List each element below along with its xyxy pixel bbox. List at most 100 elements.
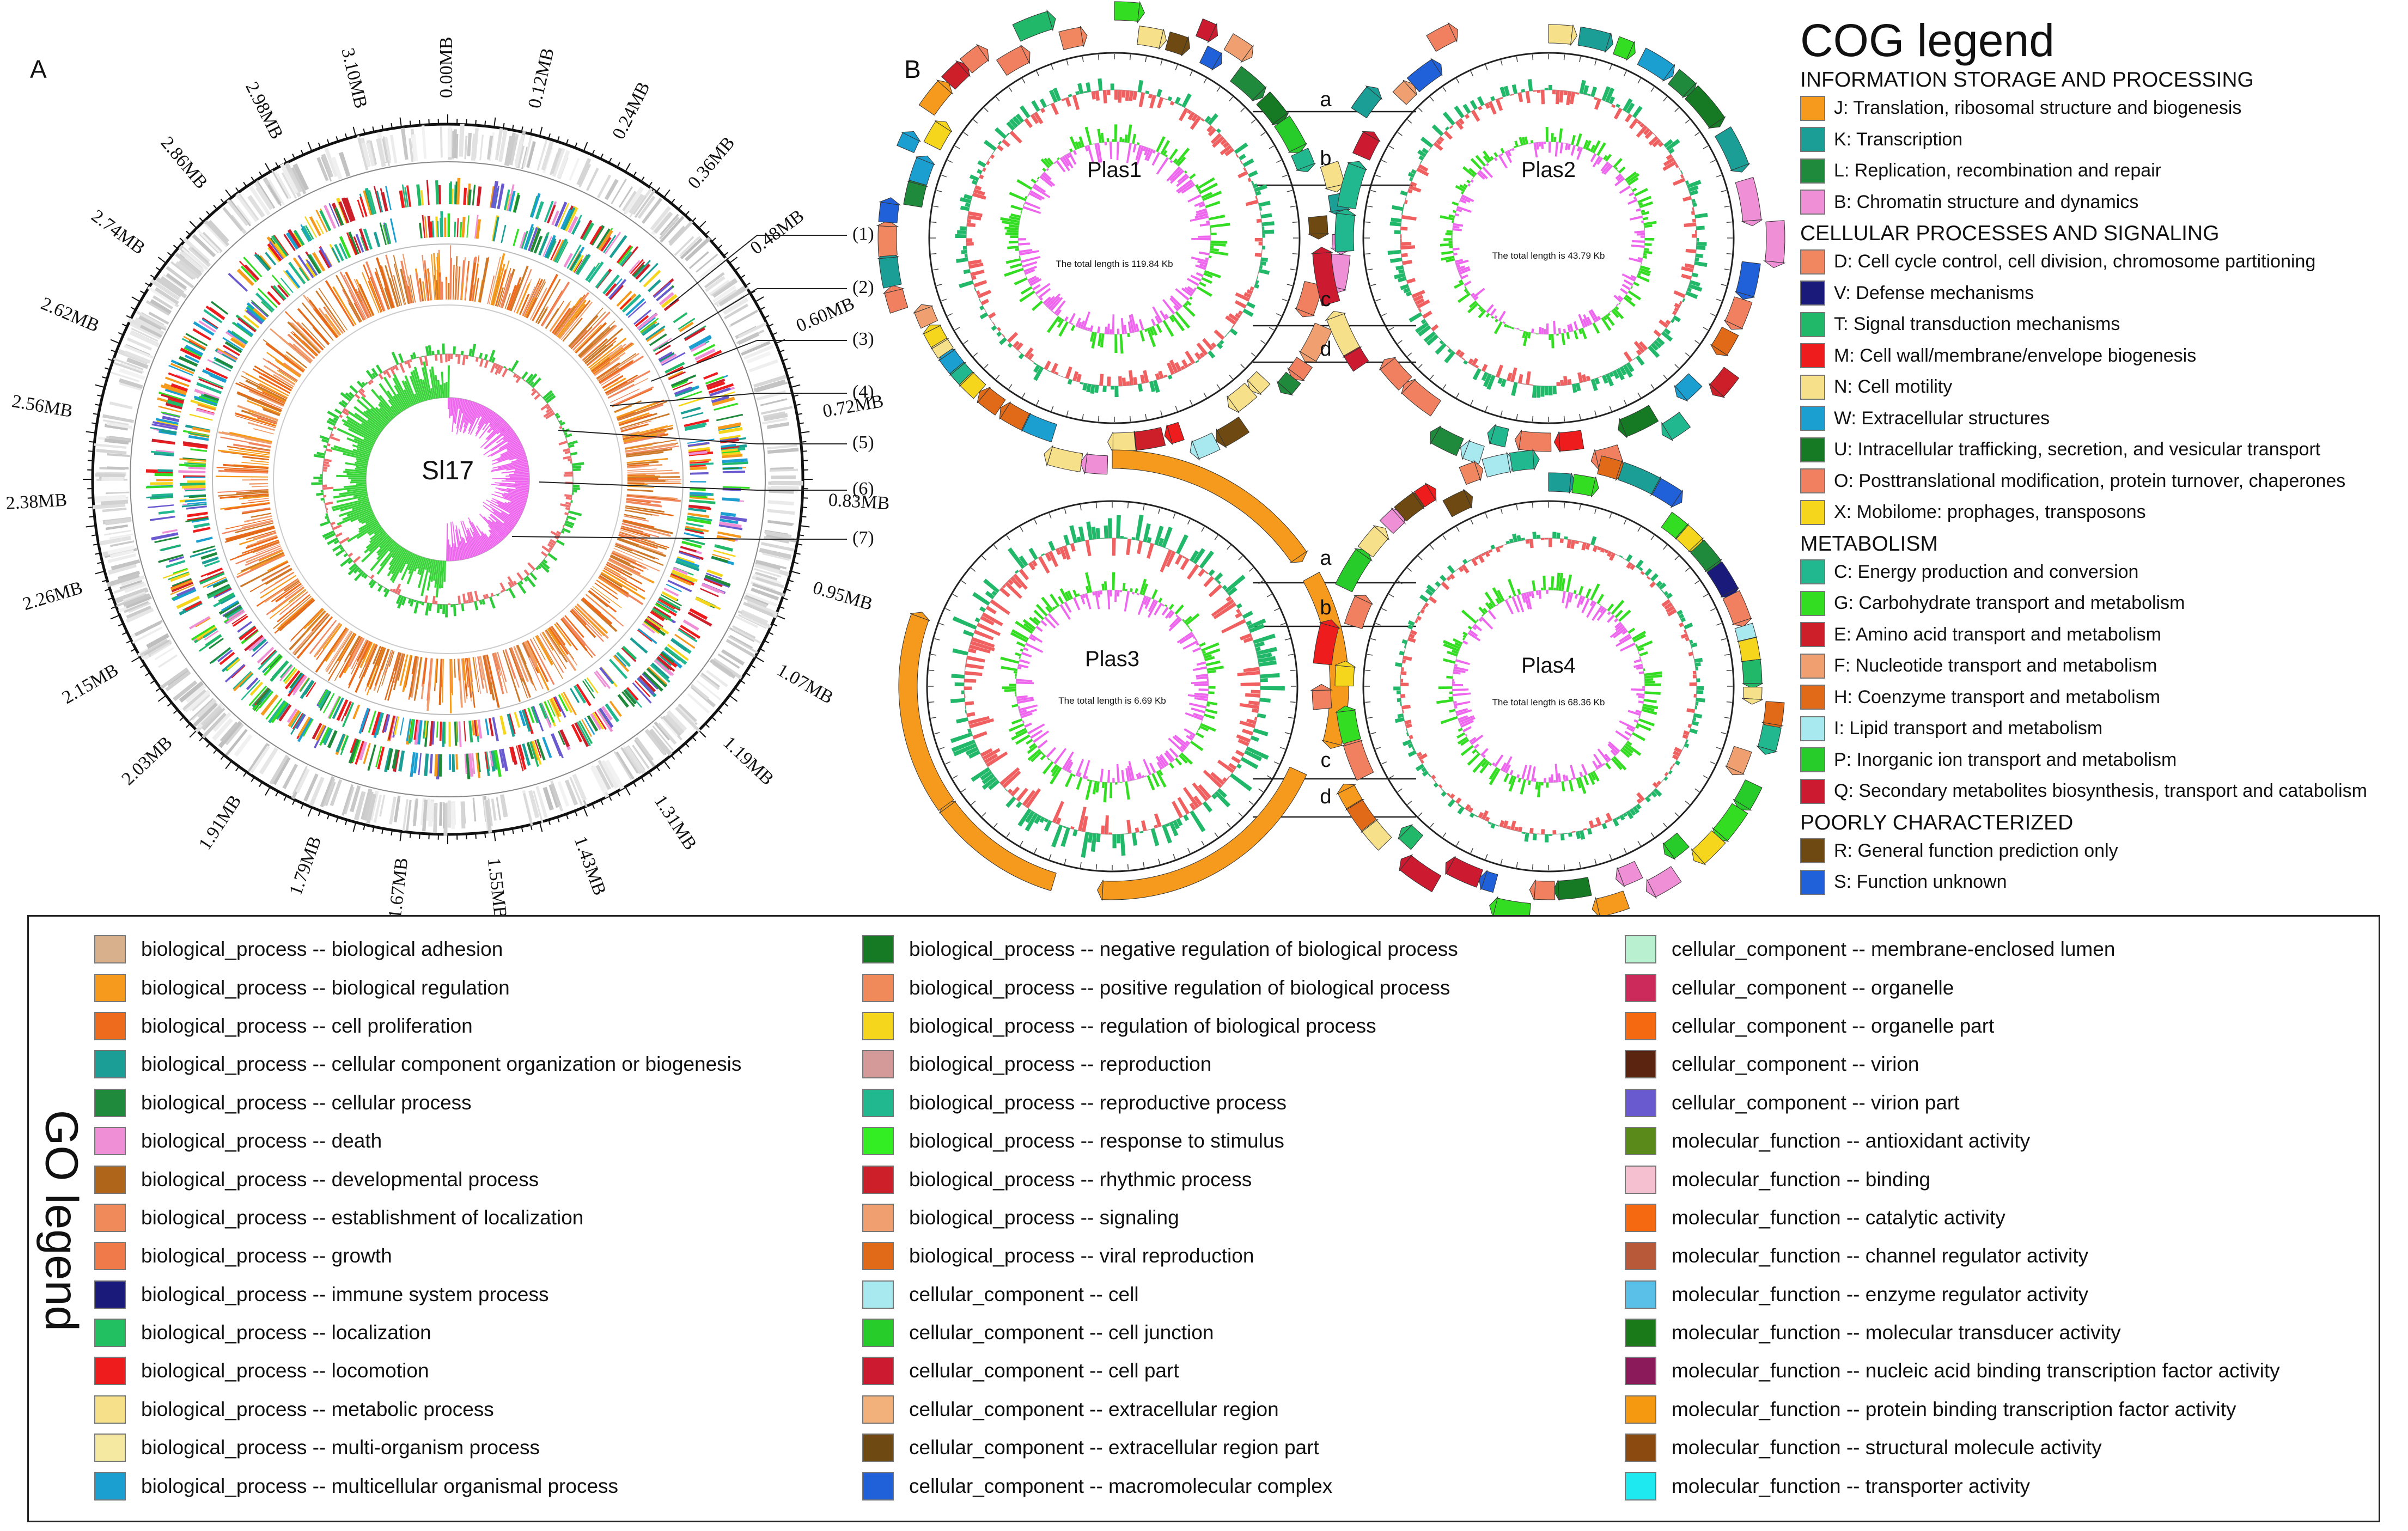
gene-density-mark [448, 800, 452, 828]
cog-gene-mark [646, 667, 668, 688]
gc-skew-bar [1199, 282, 1206, 287]
cog-gene-mark [642, 672, 660, 690]
gc-content-bar [983, 139, 997, 151]
gene-arrow [877, 225, 898, 257]
gc-skew-bar [1169, 160, 1173, 163]
gc-skew-bar [1618, 166, 1626, 174]
gc-content-bar [1251, 690, 1260, 694]
cog-gene-mark [513, 194, 521, 213]
gc-skew-bar [1114, 334, 1118, 353]
gene-arrow [1619, 405, 1659, 437]
gc-skew-bar [1495, 319, 1498, 323]
gc-content-bar [1447, 345, 1450, 349]
gene-density-mark [389, 135, 398, 164]
gc-skew-bar [1204, 713, 1215, 719]
gc-content-bar [1133, 377, 1138, 385]
plasmid-tick [1563, 416, 1565, 422]
cog-gene-mark [284, 670, 301, 690]
gc-skew-bar [1451, 235, 1453, 238]
cog-gene-mark [154, 536, 179, 544]
plasmid-tick [1203, 392, 1207, 398]
plasmid-tick [1609, 405, 1612, 411]
gc-content-bar [1086, 521, 1093, 540]
gc-skew-bar [1175, 311, 1191, 329]
plasmid-tick [1290, 701, 1296, 703]
cog-gene-mark [161, 429, 177, 435]
plasmid-tick [1287, 284, 1293, 286]
plasmid-tick [1724, 205, 1730, 208]
gene-density-mark [684, 237, 711, 262]
cog-gene-mark [643, 270, 661, 288]
cog-gene-mark [328, 203, 340, 227]
gene-density-mark [389, 796, 397, 825]
cog-gene-mark [554, 202, 568, 227]
gc-content-bar [1540, 90, 1545, 105]
gc-content-bar [966, 223, 976, 227]
gene-density-mark [94, 443, 127, 449]
gc-content-bar [1047, 104, 1051, 106]
cog-gene-mark [707, 382, 726, 390]
gc-skew-bar [1574, 330, 1578, 340]
cog-gene-mark [648, 667, 667, 685]
gc-content-bar [1694, 261, 1708, 267]
gc-content-bar [950, 698, 965, 704]
cog-gene-mark [678, 627, 696, 640]
gc-skew-bar [1634, 230, 1645, 234]
gene-density-mark [743, 345, 774, 360]
gc-skew-bar [1010, 235, 1019, 238]
plasmid-tick [1694, 340, 1700, 344]
gc-content-bar [1242, 308, 1254, 317]
gc-content-bar [1125, 90, 1130, 101]
cog-gene-mark [632, 682, 652, 704]
gene-density-mark [123, 593, 151, 607]
gc-content-bar [1422, 310, 1432, 319]
plasmid-tick [1229, 96, 1233, 102]
cog-gene-mark [714, 544, 733, 552]
cog-gene-mark [154, 453, 174, 456]
gc-skew-bar [1452, 201, 1459, 206]
gc-skew-bar [1449, 246, 1453, 249]
gc-content-bar [1695, 253, 1703, 258]
gene-density-mark [767, 448, 799, 454]
gc-content-bar [1525, 371, 1531, 385]
plasmid-tick [1248, 568, 1254, 572]
gene-density-mark [111, 559, 141, 571]
plasmid-tick [973, 352, 978, 357]
plasmid-tick [1370, 190, 1376, 192]
plasmid-tick [1269, 327, 1275, 331]
plasmid-tick [1022, 392, 1026, 398]
gc-content-bar [1121, 90, 1126, 98]
gene-density-mark [451, 802, 455, 829]
cog-gene-mark [302, 718, 314, 737]
cog-gene-mark [161, 394, 185, 402]
cog-gene-mark [625, 688, 642, 708]
cog-gene-mark [434, 754, 438, 777]
gene-density-mark [623, 747, 642, 774]
gene-density-mark [279, 163, 299, 194]
plasmid-tick [1456, 78, 1460, 84]
gene-arrow [1114, 1, 1140, 22]
plasmid-tick [1216, 384, 1221, 389]
cog-gene-mark [151, 450, 174, 455]
gene-density-mark [321, 156, 332, 182]
gc-content-bar [961, 249, 967, 254]
gene-density-mark [760, 398, 788, 406]
gene-density-mark [541, 141, 554, 170]
genome-rings [91, 123, 804, 836]
gene-density-mark [146, 633, 170, 649]
gc-skew-bar [1196, 286, 1212, 297]
gene-density-mark [644, 729, 667, 755]
cog-gene-mark [491, 181, 499, 209]
cog-gene-mark [162, 569, 188, 579]
gc-content-bar [1694, 230, 1697, 234]
gene-density-mark [578, 163, 592, 188]
cog-gene-mark [673, 312, 688, 324]
cog-gene-mark [689, 608, 708, 620]
gc-skew-bar [1137, 595, 1147, 615]
gc-content-bar [1692, 218, 1696, 223]
cog-gene-mark [367, 744, 376, 771]
cog-gene-mark [315, 209, 328, 233]
gc-content-bar [1112, 538, 1116, 556]
cog-gene-mark [634, 680, 651, 698]
gc-skew-bar [1008, 240, 1019, 244]
